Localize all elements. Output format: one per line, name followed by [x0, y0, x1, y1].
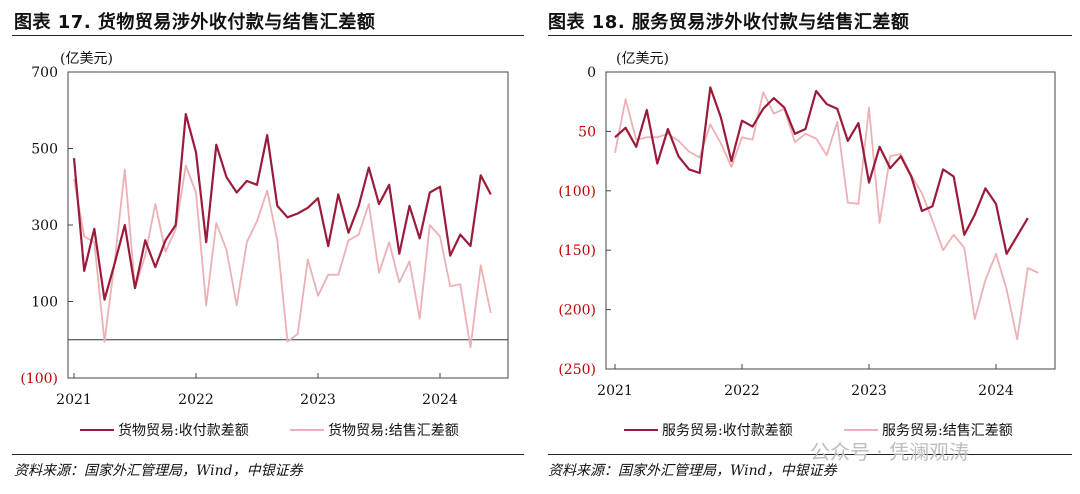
title-rule: [12, 35, 524, 36]
legend-item-series-2: 货物贸易:结售汇差额: [290, 420, 459, 440]
source-note: 资料来源：国家外汇管理局，Wind，中银证券: [14, 463, 303, 479]
plot-area-frame: [605, 71, 1056, 370]
y-tick-label: (200): [558, 303, 596, 319]
y-tick-label: 50: [578, 124, 596, 140]
y-tick-label: 700: [31, 65, 58, 81]
legend-swatch-icon: [80, 429, 114, 431]
unit-label: (亿美元): [616, 51, 669, 67]
x-tick-label: 2024: [422, 392, 458, 408]
series-line-1: [614, 86, 1029, 255]
services-trade-chart: 0 50 (100) (150) (200) (250)2021 2022 2023 2024: [558, 65, 1056, 399]
title-rule: [548, 35, 1072, 36]
series-line-2: [73, 164, 492, 349]
goods-trade-chart: 700 500 300 100 (100) 2021 2022 2023 2024: [20, 65, 509, 408]
y-tick-label: (250): [558, 362, 596, 378]
bottom-rule: [12, 454, 524, 455]
watermark: 公众号 · 凭澜观涛: [810, 440, 970, 464]
legend-swatch-icon: [290, 429, 324, 431]
panel-title: 图表 17. 货物贸易涉外收付款与结售汇差额: [14, 12, 376, 33]
x-tick-label: 2021: [597, 383, 633, 399]
legend-item-series-1: 服务贸易:收付款差额: [624, 420, 793, 440]
series-line-2: [614, 91, 1039, 341]
x-tick-label: 2023: [300, 392, 336, 408]
panel-title: 图表 18. 服务贸易涉外收付款与结售汇差额: [548, 12, 910, 33]
x-tick-label: 2023: [851, 383, 887, 399]
y-tick-label: (150): [558, 243, 596, 259]
legend-label: 货物贸易:结售汇差额: [328, 423, 459, 439]
bottom-rule: [548, 454, 1072, 455]
x-tick-label: 2021: [56, 392, 92, 408]
unit-label: (亿美元): [60, 51, 113, 67]
legend-swatch-icon: [624, 429, 658, 431]
series-line-1: [72, 112, 492, 301]
source-note: 资料来源：国家外汇管理局，Wind，中银证券: [548, 463, 837, 479]
y-tick-label: 300: [31, 218, 58, 234]
y-tick-label: (100): [558, 184, 596, 200]
x-tick-label: 2022: [724, 383, 760, 399]
x-tick-label: 2022: [178, 392, 214, 408]
legend-label: 服务贸易:收付款差额: [662, 423, 793, 439]
legend-label: 货物贸易:收付款差额: [118, 423, 249, 439]
chart-panel-goods: 图表 17. 货物贸易涉外收付款与结售汇差额 (亿美元) 700 500 300 10…: [12, 12, 524, 479]
legend-label: 服务贸易:结售汇差额: [882, 423, 1013, 439]
y-tick-label: 100: [31, 295, 58, 311]
y-tick-label: 0: [587, 65, 596, 81]
y-tick-label: 500: [31, 142, 58, 158]
plot-area-frame: [67, 71, 509, 379]
chart-panel-services: 图表 18. 服务贸易涉外收付款与结售汇差额 (亿美元) 0 50 (100) (15…: [540, 0, 1080, 494]
legend-item-series-1: 货物贸易:收付款差额: [80, 420, 249, 440]
y-tick-label: (100): [20, 371, 58, 387]
legend-item-series-2: 服务贸易:结售汇差额: [844, 420, 1013, 440]
x-tick-label: 2024: [978, 383, 1014, 399]
legend-swatch-icon: [844, 429, 878, 431]
